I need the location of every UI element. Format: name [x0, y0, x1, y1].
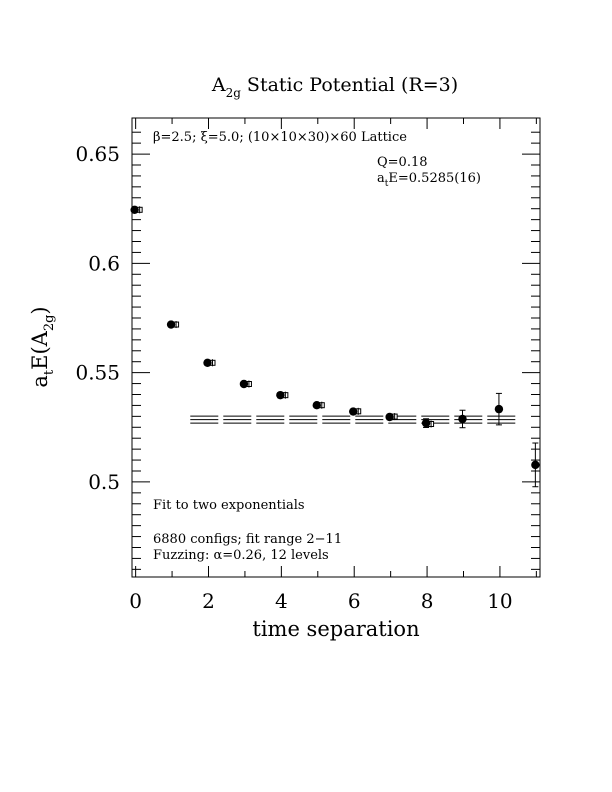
- energy-annotation: atE=0.5285(16): [377, 171, 481, 189]
- data-point: [312, 401, 321, 410]
- data-point: [276, 390, 285, 400]
- x-tick-label: 2: [202, 589, 215, 613]
- data-point: [531, 460, 540, 470]
- y-tick-label: 0.65: [75, 142, 120, 166]
- q-annotation: Q=0.18: [377, 155, 428, 170]
- x-tick-label: 4: [275, 589, 288, 613]
- data-points: [130, 205, 540, 488]
- data-point: [385, 412, 394, 422]
- x-axis-label: time separation: [252, 617, 419, 641]
- chart-title: A2g Static Potential (R=3): [211, 74, 458, 100]
- x-tick-label: 6: [348, 589, 361, 613]
- data-point: [166, 320, 176, 329]
- plot-frame: [131, 117, 541, 578]
- data-point: [349, 407, 358, 416]
- y-tick-label: 0.55: [75, 361, 120, 385]
- axis-ticks: [132, 118, 540, 577]
- data-point: [239, 379, 249, 389]
- data-point: [203, 358, 212, 367]
- data-point: [494, 404, 504, 414]
- fit-annotation: Fit to two exponentials: [153, 498, 305, 513]
- fuzzing-annotation: Fuzzing: α=0.26, 12 levels: [153, 548, 329, 563]
- y-tick-label: 0.6: [88, 251, 120, 275]
- configs-annotation: 6880 configs; fit range 2−11: [153, 532, 342, 547]
- x-tick-label: 0: [129, 589, 142, 613]
- x-tick-label: 8: [421, 589, 434, 613]
- data-point: [458, 414, 467, 424]
- x-tick-label: 10: [487, 589, 512, 613]
- y-tick-labels: 0.5 0.55 0.6 0.65: [75, 142, 120, 494]
- data-point: [421, 418, 431, 428]
- data-point: [130, 205, 139, 214]
- y-tick-label: 0.5: [88, 470, 120, 494]
- fit-band: [190, 415, 519, 424]
- x-tick-labels: 0 2 4 6 8 10: [129, 589, 512, 613]
- y-axis-label: atE(A2g): [28, 306, 57, 387]
- lattice-annotation: β=2.5; ξ=5.0; (10×10×30)×60 Lattice: [153, 130, 407, 145]
